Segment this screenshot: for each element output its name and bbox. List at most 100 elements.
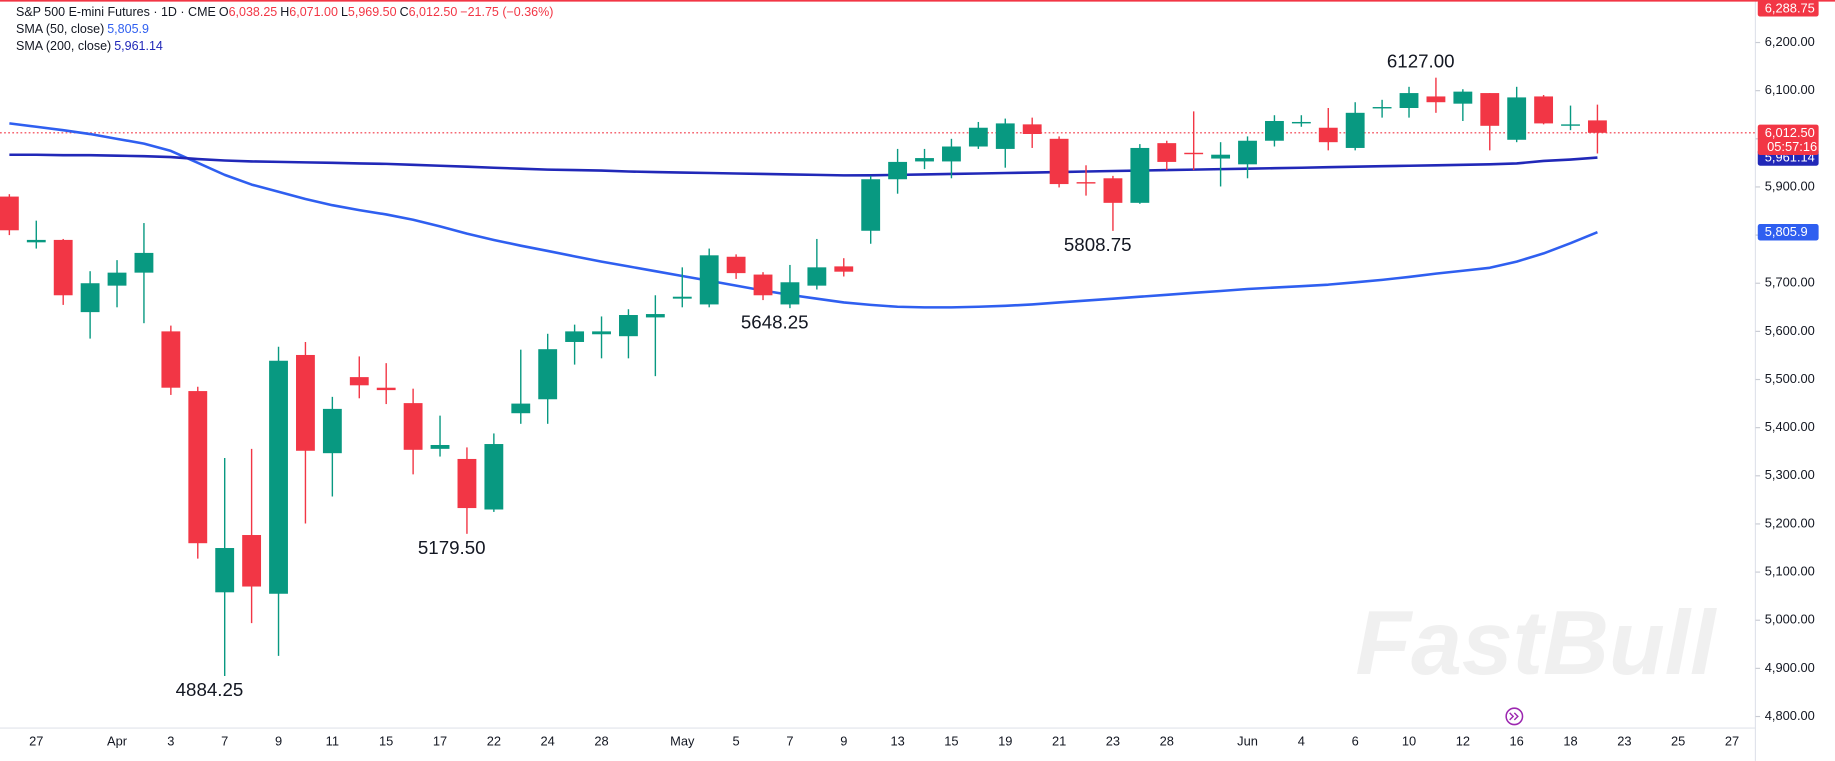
x-tick-label: 15 [379,734,393,749]
x-tick-label: 18 [1563,734,1577,749]
candle-body [0,196,19,231]
candle-body [1184,152,1204,155]
x-tick-label: May [670,734,695,749]
x-tick-label: 19 [998,734,1012,749]
price-annotation: 5648.25 [741,311,809,332]
candle-body [511,403,531,414]
replay-icon[interactable] [1505,707,1524,726]
candle-body [1453,91,1473,104]
candle-body [1345,112,1365,148]
candle-body [134,252,154,273]
legend-value: 5,961.14 [114,39,163,53]
x-tick-label: 15 [944,734,958,749]
ohlc-value: 6,038.25 [228,5,278,19]
candle-body [968,127,988,147]
x-tick-label: Apr [107,734,128,749]
y-tick-label: 5,700.00 [1765,275,1815,290]
candle-body [592,331,611,335]
candle-body [753,274,773,296]
indicator-legend: SMA (200, close) 5,961.14 [16,38,556,55]
y-tick-label: 5,600.00 [1765,323,1815,338]
candle-body [861,179,881,231]
x-tick-label: 27 [1725,734,1739,749]
candle-body [1265,120,1284,141]
x-tick-label: 16 [1510,734,1524,749]
indicator-layer [9,122,1598,309]
y-tick-label: 5,000.00 [1765,612,1815,627]
x-tick-label: 27 [29,734,43,749]
x-tick-label: 23 [1106,734,1120,749]
price-annotation: 4884.25 [176,679,244,700]
candle-body [1238,140,1257,165]
price-annotation: 5808.75 [1064,234,1132,255]
candle-body [1372,107,1392,109]
candle-body [807,267,827,286]
candle-layer: 6127.00 5808.75 5648.25 5179.50 4884.25 [0,50,1607,700]
x-tick-label: 12 [1456,734,1470,749]
candle-body [726,256,746,274]
watermark: FastBull [1355,592,1717,694]
candle-body [1588,120,1607,133]
ohlc-value: 6,012.50 [408,5,458,19]
candle-body [619,315,638,337]
price-badge-label: 5,805.9 [1765,224,1808,239]
symbol: S&P 500 E-mini Futures · 1D · CME [16,5,216,19]
price-badge [1757,0,1819,17]
x-tick-label: 13 [890,734,904,749]
candle-body [1049,138,1069,185]
legend-value: 5,805.9 [107,22,149,36]
x-tick-label: 24 [541,734,555,749]
indicator-legend: SMA (50, close) 5,805.9 [16,21,556,38]
x-tick-label: 23 [1617,734,1631,749]
candle-body [26,239,46,243]
chart-header: S&P 500 E-mini Futures · 1D · CME O6,038.… [16,4,556,55]
candle-body [322,408,342,454]
candle-body [1291,121,1311,124]
candle-body [53,239,73,296]
ohlc-key: H [280,5,290,19]
sma-line [9,122,1598,309]
candle-body [296,354,315,451]
y-tick-label: 6,200.00 [1765,34,1815,49]
candle-body [484,444,504,510]
price-annotation: 6127.00 [1387,50,1455,71]
candle-body [1022,124,1042,134]
candle-body [188,391,208,544]
candle-body [1130,147,1150,203]
y-tick-label: 5,400.00 [1765,419,1815,434]
candle-body [699,255,719,305]
candle-body [107,272,127,286]
ohlc-value: 5,969.50 [347,5,397,19]
symbol-line: S&P 500 E-mini Futures · 1D · CME O6,038.… [16,4,556,21]
candle-body [565,331,585,342]
candle-body [1534,96,1554,124]
price-annotation: 5179.50 [418,537,486,558]
axis-layer: 6,200.006,100.006,000.005,900.005,800.00… [29,0,1819,749]
candle-body [538,349,558,400]
candle-body [376,387,396,391]
y-tick-label: 6,100.00 [1765,82,1815,97]
candle-body [915,158,934,162]
candle-body [942,146,961,162]
candle-body [242,535,262,587]
x-tick-label: 10 [1402,734,1416,749]
x-tick-label: 4 [1298,734,1305,749]
candle-body [1211,154,1231,159]
candle-body [1561,124,1580,126]
candle-body [269,360,288,594]
candle-body [1103,178,1123,203]
x-tick-label: 25 [1671,734,1685,749]
change: −21.75 (−0.36%) [460,5,554,19]
candle-body [645,314,665,318]
candle-body [1426,96,1446,103]
candle-body [80,283,100,313]
countdown-label: 05:57:16 [1767,139,1817,154]
x-tick-label: 28 [1160,734,1174,749]
candle-body [1076,182,1096,184]
x-tick-label: 22 [487,734,501,749]
candle-body [672,296,692,299]
x-tick-label: 6 [1352,734,1359,749]
price-badge-label: 6,288.75 [1765,0,1815,15]
